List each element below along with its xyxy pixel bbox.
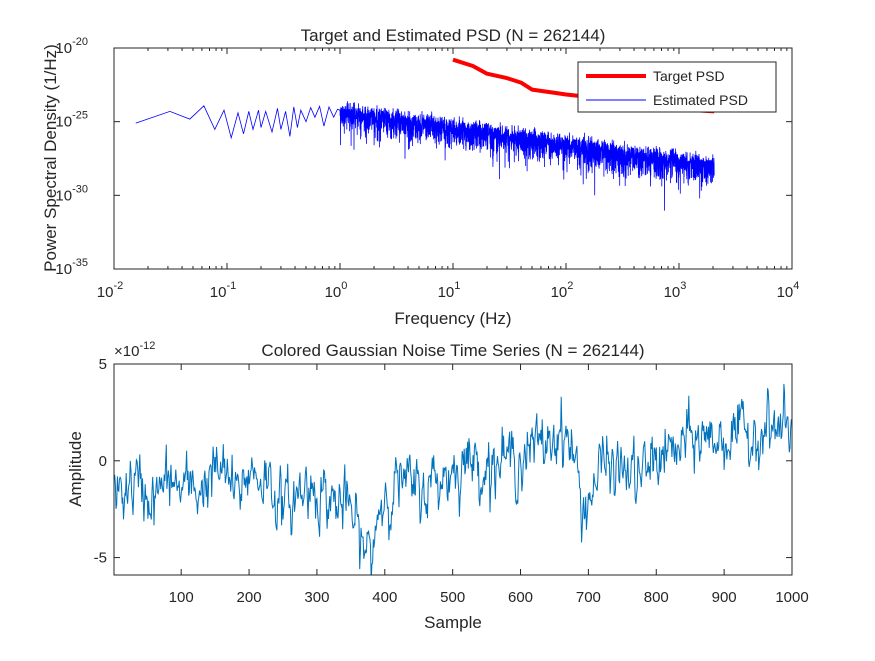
- timeseries-x-tick-label: 700: [576, 589, 601, 606]
- tick-exp: 3: [680, 280, 686, 292]
- series-estimated-psd: [135, 101, 715, 211]
- timeseries-x-axis-label: Sample: [424, 613, 482, 632]
- timeseries-x-tick-label: 100: [169, 589, 194, 606]
- timeseries-series-group: [114, 383, 792, 575]
- timeseries-x-tick-label: 600: [508, 589, 533, 606]
- timeseries-y-tick-label: 0: [99, 453, 107, 470]
- psd-y-tick-label: 10-35: [55, 257, 88, 278]
- tick-base: 10: [55, 114, 72, 131]
- tick-exp: -30: [72, 183, 88, 195]
- timeseries-x-tick-label: 900: [712, 589, 737, 606]
- psd-x-axis-label: Frequency (Hz): [394, 309, 511, 328]
- tick-base: 10: [664, 284, 681, 301]
- psd-x-tick-label: 104: [777, 280, 800, 301]
- tick-exp: -20: [72, 36, 88, 48]
- tick-exp: -1: [226, 280, 236, 292]
- timeseries-ticks: 100 200 300 400 500 600 700 800 900 1000 -5 0 5: [94, 356, 809, 606]
- psd-x-tick-label: 100: [325, 280, 348, 301]
- tick-exp: -2: [113, 280, 123, 292]
- tick-base: 10: [210, 284, 227, 301]
- tick-base: 10: [97, 284, 114, 301]
- tick-base: 10: [55, 40, 72, 57]
- psd-x-tick-label: 101: [438, 280, 461, 301]
- tick-exp: -35: [72, 257, 88, 269]
- legend-box: [577, 61, 777, 113]
- psd-ticks: 10-2 10-1 100 101 102 103 10410-3510-3010-2510…: [55, 36, 799, 301]
- psd-axes: 10-2 10-1 100 101 102 103 10410-3510-3010-2510…: [41, 26, 799, 328]
- legend-label-target: Target PSD: [653, 68, 725, 84]
- timeseries-axes: 100 200 300 400 500 600 700 800 900 1000 -5 0 5 Colo…: [66, 340, 809, 632]
- tick-base: 10: [55, 187, 72, 204]
- tick-exp: 2: [567, 280, 573, 292]
- tick-exp: 1: [454, 280, 460, 292]
- tick-exp: -25: [72, 110, 88, 122]
- psd-y-tick-label: 10-20: [55, 36, 88, 57]
- timeseries-x-tick-label: 300: [304, 589, 329, 606]
- series-colored-noise: [114, 383, 792, 575]
- timeseries-x-tick-label: 200: [237, 589, 262, 606]
- tick-base: 10: [55, 261, 72, 278]
- tick-base: 10: [777, 284, 794, 301]
- psd-title: Target and Estimated PSD (N = 262144): [301, 26, 606, 45]
- timeseries-x-tick-label: 500: [440, 589, 465, 606]
- psd-legend: Target PSD Estimated PSD: [577, 61, 777, 113]
- timeseries-x-tick-label: 400: [372, 589, 397, 606]
- psd-x-tick-label: 10-1: [210, 280, 236, 301]
- timeseries-y-tick-label: -5: [94, 550, 107, 567]
- psd-x-tick-label: 102: [551, 280, 574, 301]
- tick-exp: 4: [793, 280, 799, 292]
- psd-x-tick-label: 10-2: [97, 280, 123, 301]
- psd-y-axis-label: Power Spectral Density (1/Hz): [41, 44, 60, 272]
- tick-exp: 0: [341, 280, 347, 292]
- timeseries-y-multiplier: ×10-12: [114, 340, 155, 360]
- timeseries-y-axis-label: Amplitude: [66, 431, 85, 507]
- timeseries-title: Colored Gaussian Noise Time Series (N = …: [261, 341, 644, 360]
- timeseries-x-tick-label: 1000: [775, 589, 808, 606]
- psd-y-tick-label: 10-25: [55, 110, 88, 131]
- psd-y-tick-label: 10-30: [55, 183, 88, 204]
- legend-label-estimated: Estimated PSD: [653, 92, 748, 108]
- psd-x-tick-label: 103: [664, 280, 687, 301]
- timeseries-y-tick-label: 5: [99, 356, 107, 373]
- y-multiplier-exp: -12: [139, 340, 155, 352]
- tick-base: 10: [551, 284, 568, 301]
- y-multiplier-base: ×10: [114, 343, 139, 360]
- timeseries-x-tick-label: 800: [644, 589, 669, 606]
- tick-base: 10: [325, 284, 342, 301]
- tick-base: 10: [438, 284, 455, 301]
